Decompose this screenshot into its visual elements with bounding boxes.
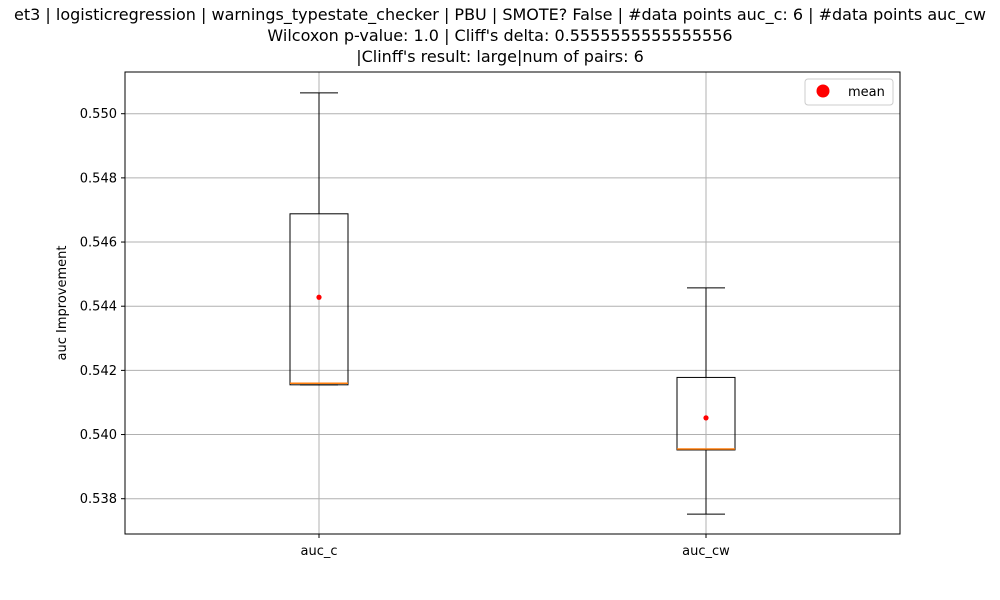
y-tick-label: 0.542: [80, 364, 117, 379]
plot-frame: [124, 71, 901, 535]
legend: mean: [804, 78, 894, 106]
iqr-box: [676, 376, 736, 451]
y-tick-label: 0.544: [80, 300, 117, 315]
y-tick-label: 0.548: [80, 171, 117, 186]
y-tick-label: 0.538: [80, 492, 117, 507]
grid-lines: [125, 72, 900, 534]
y-tick-label: 0.540: [80, 428, 117, 443]
legend-frame: [804, 78, 894, 106]
iqr-box: [289, 213, 349, 386]
x-tick-label-auc-cw: auc_cw: [682, 544, 730, 559]
legend-mean-marker: [816, 84, 830, 98]
axis-layer: 0.538 0.540 0.542 0.544 0.546 0.548 0.550 auc_c…: [80, 107, 730, 559]
y-tick-label: 0.546: [80, 236, 117, 251]
mean-marker: [316, 294, 322, 300]
legend-mean-label: mean: [848, 85, 885, 100]
y-axis-label: auc Improvement: [55, 246, 70, 361]
box-auc-cw: [676, 287, 736, 515]
chart-title-line-2: Wilcoxon p-value: 1.0 | Cliff's delta: 0…: [267, 26, 733, 45]
box-auc-c: [289, 92, 349, 386]
chart-title-line-1: et3 | logisticregression | warnings_type…: [14, 5, 986, 24]
chart-title: et3 | logisticregression | warnings_type…: [0, 4, 1000, 67]
mean-marker: [703, 415, 709, 421]
x-tick-label-auc-c: auc_c: [300, 544, 337, 559]
y-tick-label: 0.550: [80, 107, 117, 122]
box-layer: [289, 92, 736, 515]
chart-title-line-3: |Clinff's result: large|num of pairs: 6: [356, 47, 644, 66]
